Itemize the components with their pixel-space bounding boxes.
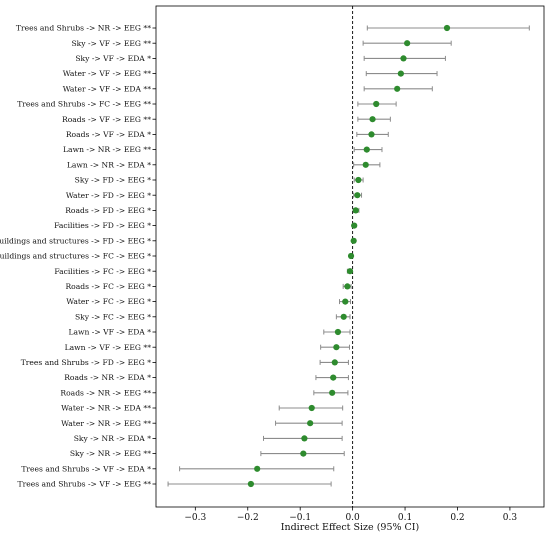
y-tick-label: Sky -> FD -> EEG *: [75, 176, 152, 185]
point-estimate: [368, 131, 375, 138]
y-tick-label: Trees and Shrubs -> VF -> EDA *: [21, 464, 151, 473]
y-axis-labels: Trees and Shrubs -> NR -> EEG ** Sky -> V…: [0, 24, 156, 489]
point-estimates: [247, 24, 451, 488]
y-tick-label: Facilities -> FD -> EEG *: [54, 221, 151, 230]
point-estimate: [362, 161, 369, 168]
x-tick-label: −0.3: [184, 513, 206, 523]
point-estimate: [373, 100, 380, 108]
point-estimate: [350, 237, 357, 244]
point-estimate: [351, 222, 358, 229]
y-tick-label: Facilities -> FC -> EEG *: [54, 267, 151, 276]
y-tick-label: Lawn -> VF -> EDA *: [68, 328, 151, 337]
y-tick-label: Roads -> VF -> EEG **: [62, 115, 151, 124]
point-estimate: [352, 207, 359, 214]
point-estimate: [340, 313, 347, 320]
y-tick-label: Trees and Shrubs -> FC -> EEG **: [17, 100, 151, 109]
y-tick-label: Roads -> FD -> EEG *: [65, 206, 151, 215]
y-tick-label: Sky -> VF -> EEG **: [71, 39, 151, 48]
plot-frame: [155, 5, 545, 508]
x-tick-label: 0.3: [503, 513, 518, 523]
point-estimate: [307, 420, 314, 427]
x-axis-ticks: −0.3 −0.2 −0.1 0.0 0.1 0.2 0.3: [184, 507, 517, 523]
point-estimate: [330, 374, 337, 381]
y-tick-label: Lawn -> VF -> EEG **: [65, 343, 152, 352]
point-estimate: [333, 344, 340, 351]
point-estimate: [346, 268, 354, 275]
x-tick-label: −0.2: [237, 513, 259, 523]
point-estimate: [347, 252, 355, 260]
point-estimate: [443, 24, 451, 32]
y-tick-label: Roads -> VF -> EDA *: [66, 130, 151, 139]
y-tick-label: Trees and Shrubs -> FD -> EEG *: [21, 358, 151, 367]
y-tick-label: Water -> FD -> EEG *: [66, 191, 151, 200]
y-tick-label: Sky -> NR -> EEG **: [70, 449, 151, 458]
y-tick-label: Water -> VF -> EDA **: [63, 84, 151, 93]
point-estimate: [397, 70, 404, 77]
y-tick-label: Lawn -> NR -> EEG **: [63, 145, 151, 154]
point-estimate: [400, 55, 407, 62]
y-tick-label: Lawn -> NR -> EDA *: [67, 160, 151, 169]
y-tick-label: Water -> NR -> EEG **: [61, 419, 151, 428]
x-tick-label: 0.2: [450, 513, 464, 523]
point-estimate: [369, 116, 376, 123]
y-tick-label: Buildings and structures -> FD -> EEG *: [0, 236, 151, 245]
y-tick-label: Trees and Shrubs -> VF -> EEG **: [18, 480, 152, 489]
point-estimate: [331, 359, 338, 366]
point-estimate: [254, 465, 261, 472]
y-tick-label: Roads -> NR -> EDA *: [64, 373, 151, 382]
point-estimate: [342, 298, 349, 305]
point-estimate: [329, 389, 336, 396]
x-tick-label: 0.1: [398, 513, 412, 523]
x-axis-title: Indirect Effect Size (95% CI): [281, 522, 420, 533]
x-tick-label: −0.1: [289, 513, 311, 523]
point-estimate: [354, 192, 361, 199]
y-tick-label: Water -> NR -> EDA **: [61, 404, 151, 413]
y-tick-label: Water -> FC -> EEG *: [66, 297, 151, 306]
point-estimate: [404, 40, 411, 47]
y-tick-label: Buildings and structures -> FC -> EEG *: [0, 252, 151, 261]
y-tick-label: Sky -> FC -> EEG *: [75, 312, 151, 321]
y-tick-label: Trees and Shrubs -> NR -> EEG **: [16, 24, 151, 33]
point-estimate: [247, 480, 255, 488]
y-tick-label: Water -> VF -> EEG **: [63, 69, 151, 78]
point-estimate: [363, 146, 370, 153]
x-tick-label: 0.0: [345, 513, 360, 523]
point-estimate: [300, 450, 307, 457]
point-estimate: [355, 176, 362, 184]
point-estimate: [394, 85, 401, 92]
y-tick-label: Roads -> NR -> EEG **: [60, 388, 151, 397]
point-estimate: [344, 283, 351, 290]
point-estimate: [308, 404, 315, 412]
point-estimate: [301, 435, 308, 442]
y-tick-label: Roads -> FC -> EEG *: [65, 282, 151, 291]
point-estimate: [334, 328, 342, 336]
y-tick-label: Sky -> VF -> EDA *: [75, 54, 151, 63]
y-tick-label: Sky -> NR -> EDA *: [74, 434, 151, 443]
